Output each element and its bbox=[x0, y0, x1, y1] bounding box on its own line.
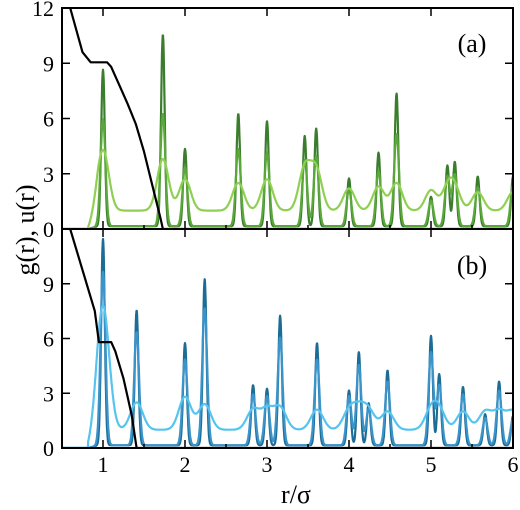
panel-tag: (b) bbox=[457, 251, 487, 280]
potential-curve bbox=[69, 229, 513, 448]
y-tick-label: 3 bbox=[43, 381, 54, 406]
gr-curve-light bbox=[62, 148, 513, 229]
x-tick-label: 1 bbox=[98, 452, 109, 477]
gr-curve-light bbox=[62, 304, 513, 448]
y-tick-label: 3 bbox=[43, 162, 54, 187]
y-axis-title: g(r), u(r) bbox=[11, 185, 40, 276]
panel-a: 0 3 6 9 12 (a) bbox=[32, 0, 514, 242]
x-tick-label: 6 bbox=[508, 452, 519, 477]
y-tick-label: 0 bbox=[43, 436, 54, 461]
y-tick-label: 6 bbox=[43, 327, 54, 352]
gr-curve-mid bbox=[62, 112, 513, 229]
x-tick-label: 2 bbox=[180, 452, 191, 477]
y-tick-label: 9 bbox=[43, 51, 54, 76]
x-tick-label: 3 bbox=[262, 452, 273, 477]
y-tick-label: 0 bbox=[43, 217, 54, 242]
panel-tag: (a) bbox=[458, 29, 487, 58]
gr-curve-mid bbox=[62, 270, 513, 448]
x-tick-label: 5 bbox=[426, 452, 437, 477]
y-tick-label: 12 bbox=[32, 0, 54, 21]
y-tick-label: 9 bbox=[43, 272, 54, 297]
potential-curve bbox=[69, 8, 513, 229]
x-axis-title: r/σ bbox=[281, 480, 311, 509]
x-tick-label: 4 bbox=[344, 452, 355, 477]
y-tick-label: 6 bbox=[43, 107, 54, 132]
